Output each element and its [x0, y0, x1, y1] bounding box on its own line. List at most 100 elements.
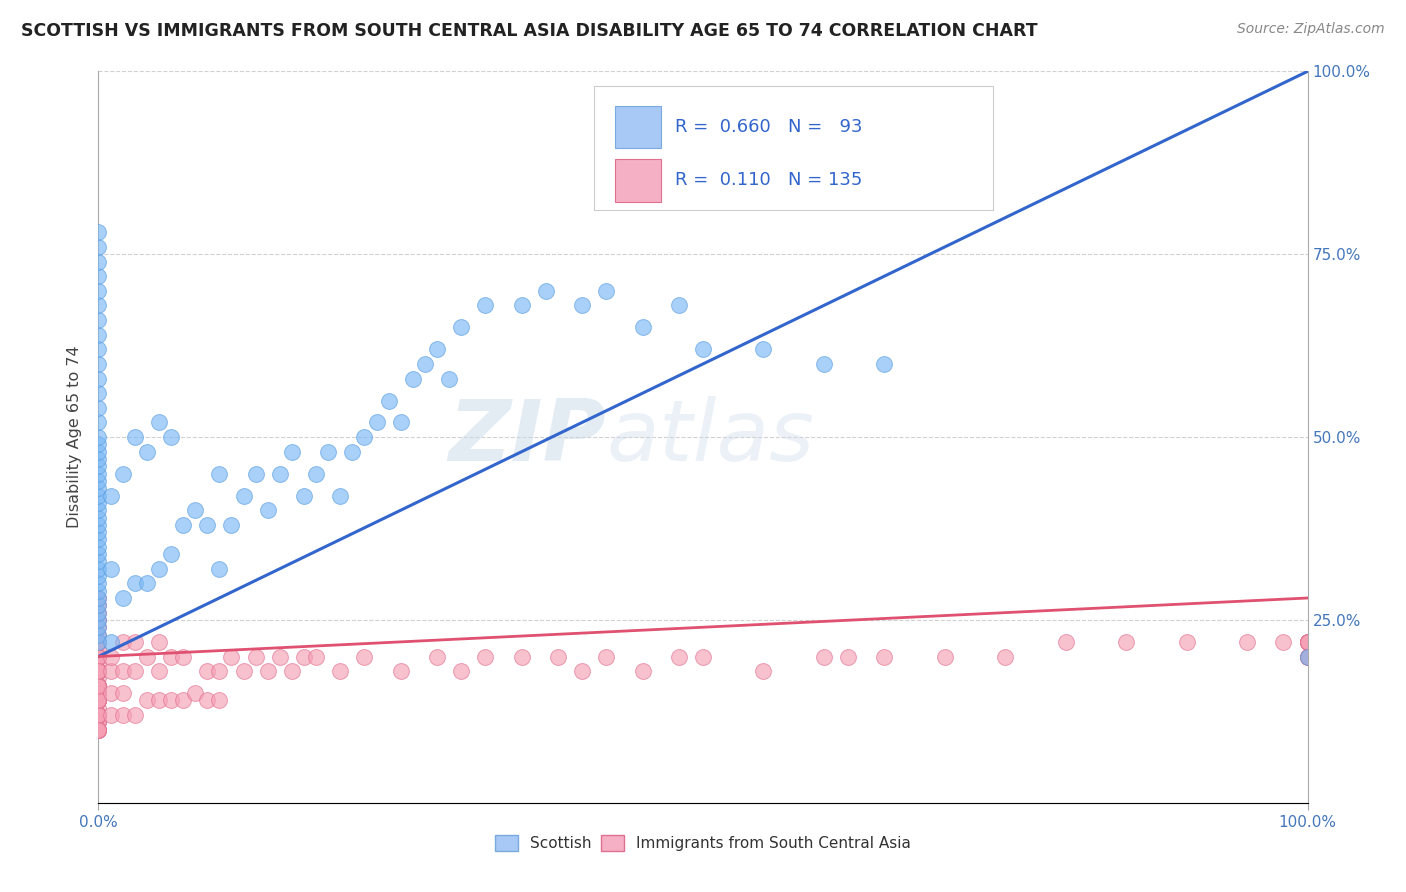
Point: [1296, 649, 1319, 664]
Point: [1236, 635, 1258, 649]
Point: [256, 503, 278, 517]
Point: [342, 444, 364, 458]
Point: [232, 664, 254, 678]
Point: [87, 693, 110, 707]
Point: [353, 649, 375, 664]
Point: [256, 664, 278, 678]
Point: [87, 679, 110, 693]
Point: [87, 664, 110, 678]
Point: [87, 693, 110, 707]
Point: [135, 649, 157, 664]
Text: R =  0.110   N = 135: R = 0.110 N = 135: [675, 171, 862, 189]
Text: atlas: atlas: [606, 395, 814, 479]
Point: [87, 401, 110, 415]
Point: [595, 649, 617, 664]
Point: [111, 635, 134, 649]
Point: [474, 298, 496, 312]
Point: [752, 343, 775, 357]
Point: [87, 606, 110, 620]
Point: [87, 269, 110, 284]
Point: [547, 649, 569, 664]
Point: [87, 679, 110, 693]
Point: [595, 284, 617, 298]
Point: [631, 320, 654, 334]
Point: [87, 693, 110, 707]
Point: [1296, 649, 1319, 664]
Point: [148, 416, 170, 430]
Point: [87, 664, 110, 678]
Point: [87, 664, 110, 678]
Point: [87, 657, 110, 671]
Point: [87, 437, 110, 451]
Point: [172, 649, 194, 664]
Point: [87, 386, 110, 401]
Point: [87, 679, 110, 693]
Point: [692, 343, 714, 357]
Point: [87, 284, 110, 298]
Point: [1054, 635, 1077, 649]
Point: [148, 693, 170, 707]
Point: [87, 554, 110, 568]
Point: [87, 620, 110, 634]
FancyBboxPatch shape: [595, 86, 993, 211]
Point: [813, 649, 835, 664]
Point: [87, 591, 110, 605]
Point: [87, 474, 110, 488]
Point: [305, 649, 328, 664]
Point: [100, 562, 122, 576]
Point: [87, 444, 110, 458]
Point: [1296, 635, 1319, 649]
Point: [221, 517, 243, 532]
Point: [474, 649, 496, 664]
Point: [87, 693, 110, 707]
Point: [87, 343, 110, 357]
Point: [873, 649, 896, 664]
Point: [413, 357, 436, 371]
Point: [1175, 635, 1198, 649]
Point: [281, 444, 304, 458]
Point: [172, 517, 194, 532]
Point: [148, 635, 170, 649]
Point: [111, 686, 134, 700]
Point: [87, 569, 110, 583]
Point: [87, 649, 110, 664]
Point: [87, 503, 110, 517]
Point: [752, 664, 775, 678]
Point: [994, 649, 1017, 664]
Point: [87, 708, 110, 723]
Point: [87, 547, 110, 561]
Point: [426, 649, 449, 664]
Point: [100, 664, 122, 678]
Point: [1296, 649, 1319, 664]
Point: [87, 679, 110, 693]
Point: [87, 708, 110, 723]
Point: [87, 540, 110, 554]
Point: [87, 649, 110, 664]
Point: [87, 708, 110, 723]
Point: [668, 298, 690, 312]
Point: [87, 627, 110, 641]
Point: [87, 591, 110, 605]
Point: [1296, 649, 1319, 664]
Point: [100, 649, 122, 664]
Point: [87, 723, 110, 737]
Point: [208, 693, 231, 707]
Point: [160, 649, 183, 664]
Point: [87, 599, 110, 613]
Point: [1296, 635, 1319, 649]
Point: [87, 510, 110, 524]
Text: ZIP: ZIP: [449, 395, 606, 479]
Point: [450, 664, 472, 678]
Point: [366, 416, 388, 430]
Point: [111, 664, 134, 678]
Point: [87, 627, 110, 641]
Point: [87, 723, 110, 737]
Point: [87, 225, 110, 239]
Point: [87, 459, 110, 474]
Point: [87, 635, 110, 649]
Point: [87, 708, 110, 723]
Point: [87, 240, 110, 254]
Point: [87, 481, 110, 495]
Point: [87, 693, 110, 707]
Point: [329, 664, 352, 678]
